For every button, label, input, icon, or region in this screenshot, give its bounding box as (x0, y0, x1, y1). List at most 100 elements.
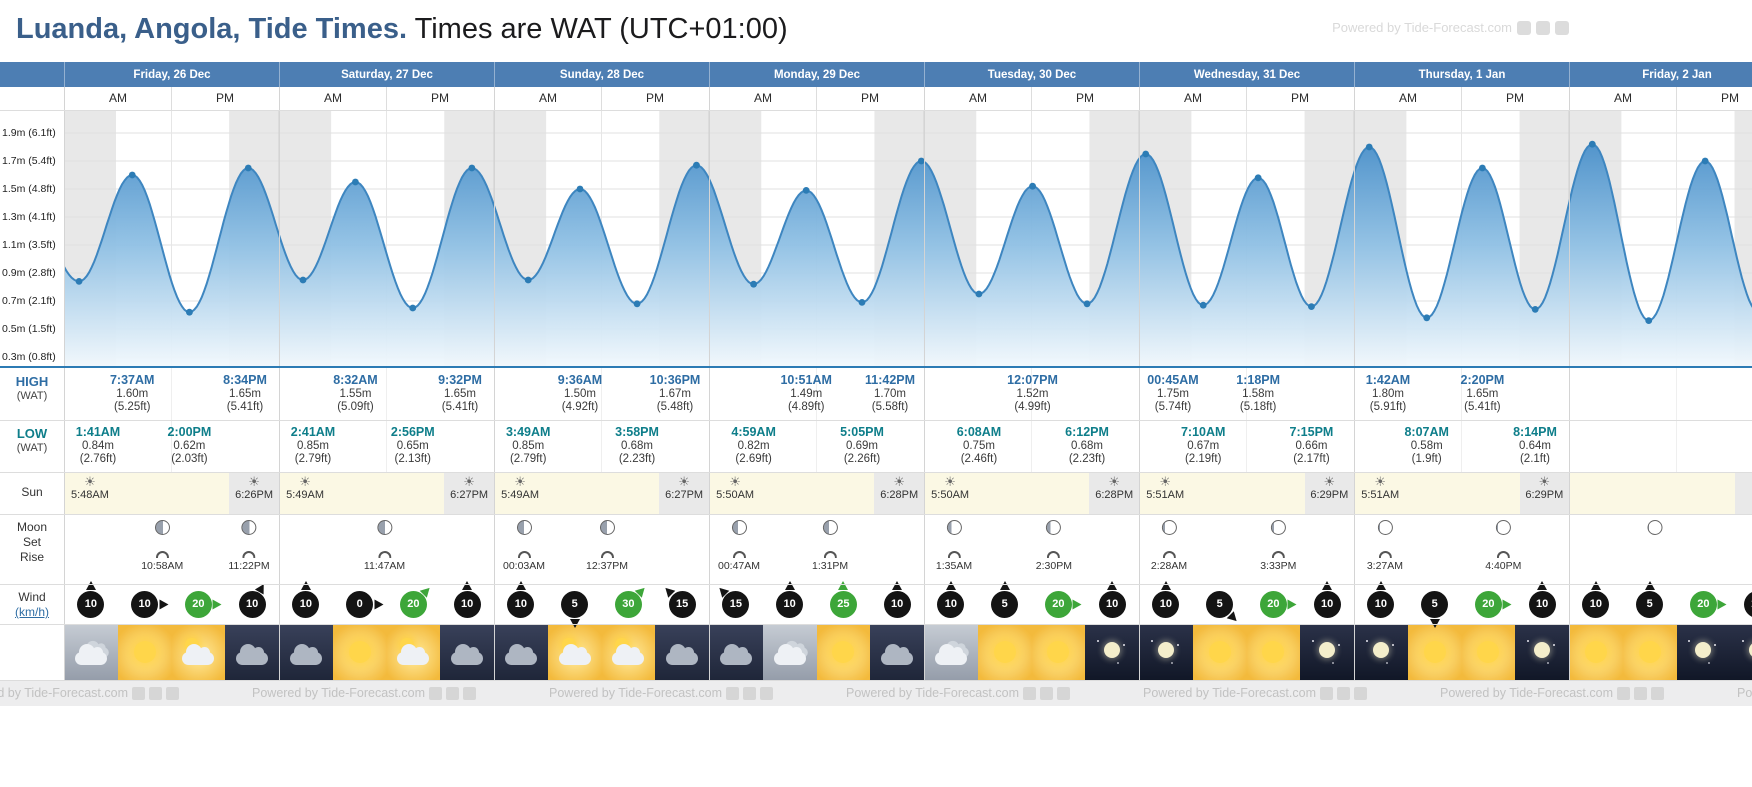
moon-phase-icon (1495, 520, 1511, 535)
low-tide-height-m: 0.75m (962, 439, 995, 452)
share-icon[interactable] (446, 686, 459, 700)
tide-extreme-dot (1701, 157, 1709, 165)
high-tide-entry: 1:18PM 1.58m (5.18ft) (1211, 373, 1305, 415)
moon-rise-set-icon (1162, 551, 1176, 558)
moon-entry: 10:58AM (141, 520, 183, 572)
tide-extreme-dot (1423, 314, 1431, 322)
weather-icon-sunny (1407, 624, 1462, 680)
moon-phase-icon (1270, 520, 1286, 535)
cloud-icon (397, 644, 430, 665)
am-label: AM (969, 91, 987, 105)
low-tide-time: 3:58PM (615, 425, 659, 439)
high-tide-time: 1:18PM (1236, 373, 1281, 387)
share-icon[interactable] (1634, 686, 1647, 700)
share-icon[interactable] (760, 686, 773, 700)
y-axis-tick: 0.5m (1.5ft) (2, 323, 56, 335)
share-icon[interactable] (166, 686, 179, 700)
sunrise-time: 5:51AM (1361, 489, 1400, 501)
wind-speed: 10 (1321, 598, 1334, 610)
tide-extreme-dot (917, 157, 925, 165)
footer-powered-by-link[interactable]: Powered by Tide-Forecast.com (0, 686, 179, 700)
day-separator (1354, 87, 1355, 680)
share-icon[interactable] (1320, 686, 1333, 700)
wind-direction-arrow (1502, 599, 1512, 610)
sunset-entry: ☀ 6:29PM (1310, 475, 1348, 502)
low-tide-height-ft: (2.46ft) (960, 453, 998, 465)
footer-powered-by-link[interactable]: Powered by Tide-Forecast.com (549, 686, 773, 700)
moon-entry: 11:22PM (228, 520, 270, 572)
share-icon[interactable] (1023, 686, 1036, 700)
share-icon[interactable] (1057, 686, 1070, 700)
wind-badge: 5 (561, 590, 589, 628)
moon-event-time: 11:47AM (363, 560, 406, 572)
weather-icon-partly-cloudy (601, 624, 656, 680)
y-axis-tick: 0.9m (2.8ft) (2, 267, 56, 279)
cloud-icon (558, 644, 591, 665)
high-tide-height-m: 1.58m (1242, 387, 1275, 400)
cloud-icon (719, 644, 752, 665)
share-icon[interactable] (1337, 686, 1350, 700)
tide-extreme-dot (1588, 140, 1596, 148)
share-icon[interactable] (1617, 686, 1630, 700)
tide-extreme-dot (128, 171, 136, 179)
share-icon[interactable] (743, 686, 756, 700)
footer-powered-by-link[interactable]: Powered by Tide-Forecast.com (846, 686, 1070, 700)
moon-entry: 2:28AM (1151, 520, 1187, 572)
high-tide-height-ft: (5.58ft) (871, 401, 909, 413)
cloud-icon (289, 644, 322, 665)
tide-table: 2.1m (6.8ft)1.9m (6.1ft)1.7m (5.4ft)1.5m… (0, 62, 1752, 680)
day-separator (494, 87, 495, 680)
stars-icon (1150, 640, 1153, 642)
moon-icon (1534, 642, 1551, 658)
sun-night-band (874, 472, 924, 514)
moon-phase-icon (731, 520, 747, 535)
footer-powered-by-link[interactable]: Powered by Tide-Forecast.com (1143, 686, 1367, 700)
footer-powered-by-link[interactable]: Powered by Tide-Forecast.com (1440, 686, 1664, 700)
tide-area-fill (64, 144, 1752, 368)
moon-label-line: Moon (16, 520, 48, 534)
low-tide-time: 3:49AM (505, 425, 551, 439)
header-powered-by-link[interactable]: Powered by Tide-Forecast.com (1332, 20, 1569, 35)
wind-speed: 5 (1431, 598, 1438, 610)
wind-direction-arrow (300, 581, 311, 590)
share-icon[interactable] (1536, 20, 1550, 35)
cloud-icon (881, 644, 914, 665)
share-icon[interactable] (1354, 686, 1367, 700)
low-tide-height-ft: (2.23ft) (618, 453, 656, 465)
day-header: Tuesday, 30 Dec (924, 62, 1139, 87)
low-tide-time: 7:15PM (1289, 425, 1334, 439)
share-icon[interactable] (1040, 686, 1053, 700)
share-icon[interactable] (149, 686, 162, 700)
row-divider (0, 110, 1752, 111)
high-tide-time: 00:45AM (1147, 373, 1199, 387)
kmh-link[interactable]: (km/h) (15, 605, 49, 619)
sunset-time: 6:29PM (1310, 489, 1349, 501)
share-icon[interactable] (132, 686, 145, 700)
share-icon[interactable] (463, 686, 476, 700)
sunset-icon: ☀ (1323, 474, 1336, 489)
footer-powered-by-link[interactable]: Powered by Tide-Forecast.com (1737, 686, 1752, 700)
moon-entry: 1:35AM (936, 520, 972, 572)
share-icon[interactable] (429, 686, 442, 700)
tide-extreme-dot (352, 178, 359, 186)
share-icon[interactable] (726, 686, 739, 700)
weather-icon-sunny (332, 624, 387, 680)
am-label: AM (324, 91, 342, 105)
sun-night-band (444, 472, 494, 514)
high-tide-height-m: 1.52m (1016, 387, 1049, 400)
low-label: LOW (16, 426, 48, 441)
share-icon[interactable] (1651, 686, 1664, 700)
footer-powered-by-link[interactable]: Powered by Tide-Forecast.com (252, 686, 476, 700)
sunrise-entry: ☀ 5:50AM (716, 475, 754, 502)
wind-speed: 20 (1697, 598, 1710, 610)
high-tide-height-ft: (5.41ft) (441, 401, 479, 413)
high-row-label: HIGH (WAT) (0, 374, 64, 404)
wind-badge: 10 (883, 581, 911, 618)
moon-rise-set-icon (1496, 551, 1510, 558)
tide-extreme-dot (1478, 164, 1486, 172)
sun-daylight-band (1569, 472, 1752, 514)
moon-phase-icon (377, 520, 393, 535)
share-icon[interactable] (1517, 20, 1531, 35)
share-icon[interactable] (1555, 20, 1569, 35)
low-tide-entry: 2:41AM 0.85m (2.79ft) (266, 425, 360, 467)
